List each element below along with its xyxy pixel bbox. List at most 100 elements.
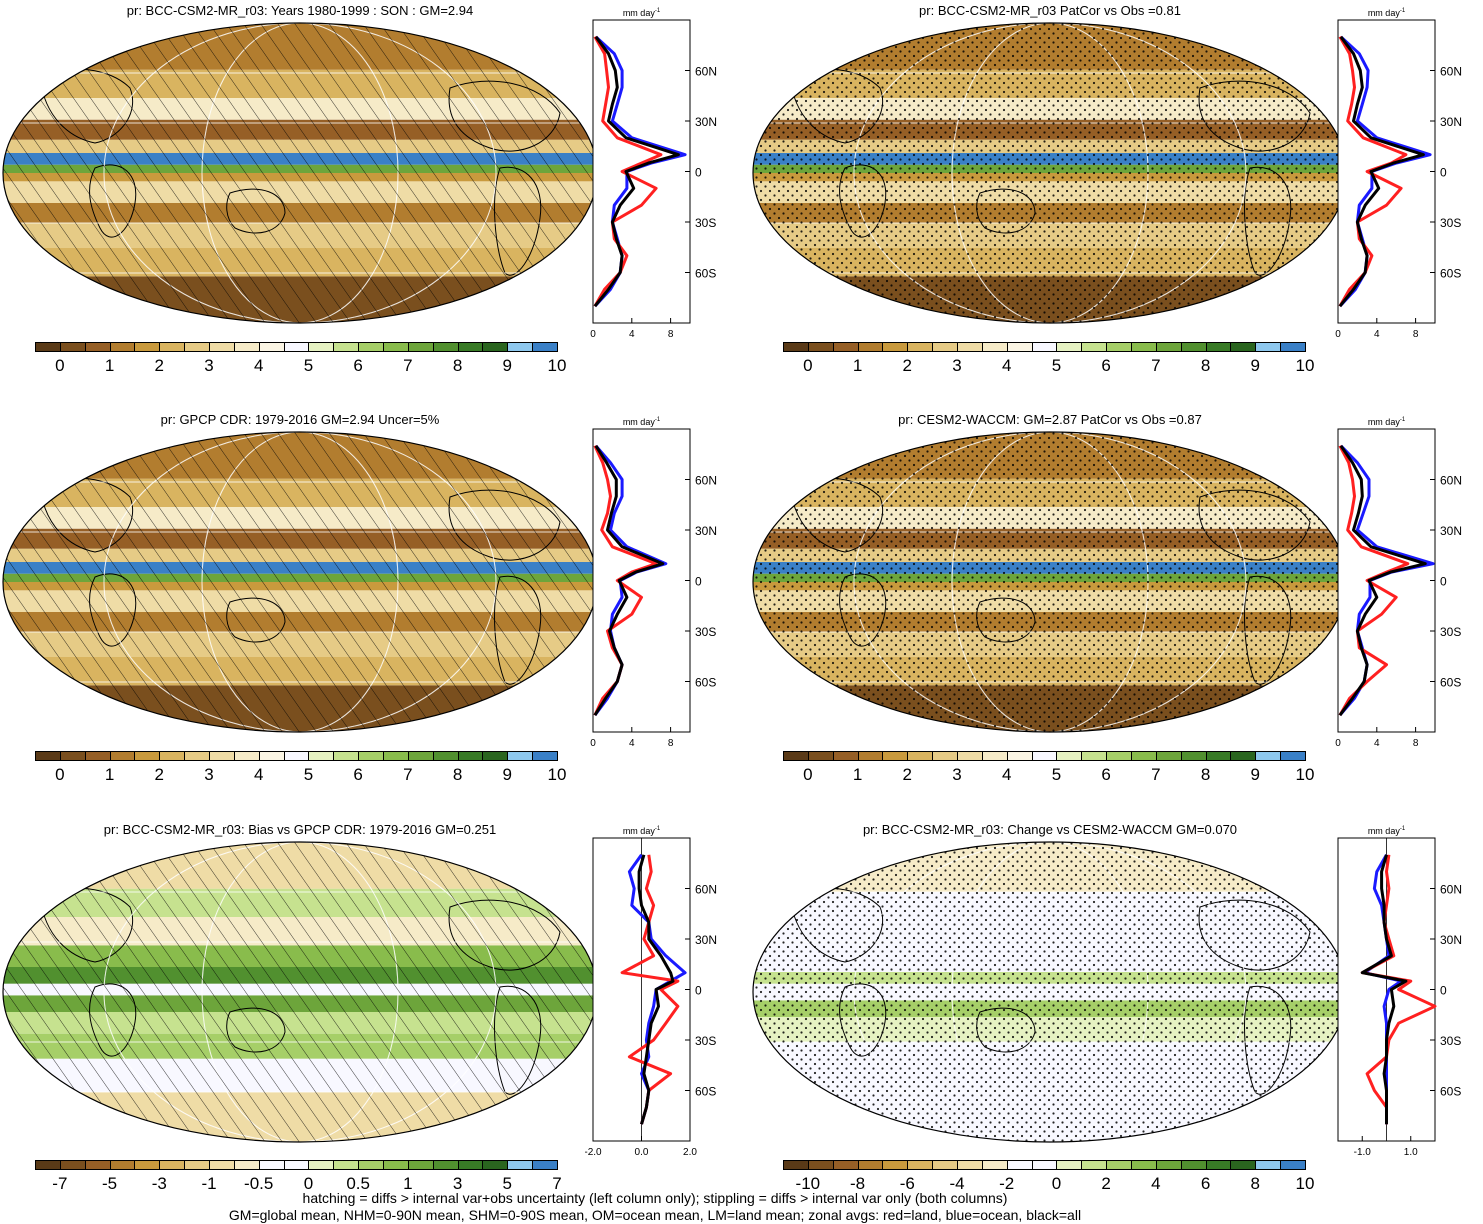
- colorbar-swatch: [857, 342, 884, 352]
- panel-title: pr: CESM2-WACCM: GM=2.87 PatCor vs Obs =…: [898, 412, 1202, 427]
- colorbar-swatch: [1031, 751, 1058, 761]
- colorbar-swatch: [832, 342, 859, 352]
- colorbar-label: -5: [102, 1174, 118, 1193]
- y-tick-label: 30N: [1440, 115, 1462, 129]
- colorbar-swatch: [134, 751, 161, 761]
- map-p2: [752, 22, 1348, 324]
- colorbar-swatch: [1205, 751, 1232, 761]
- colorbar-swatch: [1180, 342, 1207, 352]
- units-label: mm day-1: [623, 8, 661, 18]
- zonal-series-all: [1338, 444, 1427, 717]
- colorbar-label: 3: [952, 765, 962, 784]
- hatching-overlay: [3, 432, 597, 732]
- colorbar-swatch: [84, 751, 111, 761]
- x-tick-label: 1.0: [1404, 1147, 1418, 1158]
- zonal-frame: [1337, 19, 1436, 324]
- colorbar-swatch: [482, 342, 509, 352]
- colorbar-swatch: [432, 751, 459, 761]
- y-tick-label: 60N: [695, 883, 717, 897]
- colorbar-label: 10: [547, 356, 567, 375]
- colorbar-swatch: [333, 751, 360, 761]
- units-label: mm day-1: [1368, 826, 1406, 836]
- colorbar-label: 5: [1051, 765, 1062, 784]
- colorbar-label: 4: [1001, 765, 1012, 784]
- colorbar-swatch: [308, 1160, 335, 1170]
- colorbar-label: 2: [154, 356, 165, 375]
- y-tick-label: 60S: [695, 1085, 716, 1099]
- colorbar-swatch: [457, 751, 484, 761]
- zonal-series-all: [637, 854, 675, 1125]
- colorbar-swatch: [981, 1160, 1008, 1170]
- colorbar-swatch: [109, 1160, 136, 1170]
- colorbar-swatch: [383, 342, 409, 352]
- x-tick-label: 8: [1413, 329, 1419, 340]
- colorbar-swatch: [233, 342, 260, 352]
- colorbar-p6: -10 -8 -6 -4 -2 0 2 4 6 8 10: [783, 1160, 1314, 1198]
- y-tick-label: 30S: [695, 1034, 716, 1048]
- panel-title: pr: BCC-CSM2-MR_r03 PatCor vs Obs =0.81: [919, 3, 1181, 18]
- colorbar-label: 8: [452, 356, 463, 375]
- colorbar-swatch: [134, 342, 161, 352]
- colorbar-swatch: [258, 1160, 285, 1170]
- colorbar-swatch: [932, 1160, 958, 1170]
- colorbar-swatch: [84, 1160, 111, 1170]
- colorbar-swatch: [532, 751, 558, 761]
- colorbar-swatch: [59, 1160, 86, 1170]
- y-tick-label: 30N: [695, 933, 717, 947]
- colorbar-swatch: [333, 342, 360, 352]
- colorbar-swatch: [407, 342, 434, 352]
- colorbar-label: 0.5: [346, 1174, 370, 1193]
- colorbar-p1: 0 1 2 3 4 5 6 7 8 9 10: [35, 342, 566, 380]
- colorbar-swatch: [209, 751, 235, 761]
- colorbar-swatch: [432, 1160, 459, 1170]
- stippling-overlay: [753, 23, 1347, 323]
- y-tick-label: 60N: [695, 65, 717, 79]
- colorbar-swatch: [882, 751, 909, 761]
- colorbar-swatch: [59, 751, 86, 761]
- colorbar-swatch: [1106, 1160, 1132, 1170]
- zonal-p2: mm day-1 60N 30N 0 30S 60S 0 4 8: [1335, 8, 1462, 340]
- colorbar-swatch: [832, 751, 859, 761]
- colorbar-label: -1: [201, 1174, 217, 1193]
- y-tick-label: 30N: [695, 524, 717, 538]
- colorbar-swatch: [209, 342, 235, 352]
- colorbar-p4: 0 1 2 3 4 5 6 7 8 9 10: [783, 751, 1314, 789]
- colorbar-swatch: [35, 342, 61, 352]
- zonal-series-all: [593, 35, 680, 308]
- colorbar-swatch: [932, 751, 958, 761]
- colorbar-swatch: [358, 1160, 384, 1170]
- y-tick-label: 0: [1440, 984, 1447, 998]
- y-tick-label: 60N: [1440, 65, 1462, 79]
- colorbar-swatch: [333, 1160, 360, 1170]
- colorbar-swatch: [233, 1160, 260, 1170]
- colorbar-swatch: [957, 342, 983, 352]
- colorbar-label: 8: [1250, 1174, 1261, 1193]
- colorbar-label: 9: [502, 356, 513, 375]
- map-p1: [2, 22, 598, 324]
- units-label: mm day-1: [623, 417, 661, 427]
- colorbar-label: 9: [1250, 765, 1261, 784]
- colorbar-swatch: [1280, 751, 1306, 761]
- colorbar-swatch: [308, 751, 335, 761]
- colorbar-swatch: [1280, 342, 1306, 352]
- zonal-series-land: [1360, 854, 1437, 1125]
- colorbar-swatch: [832, 1160, 859, 1170]
- colorbar-swatch: [209, 1160, 235, 1170]
- colorbar-swatch: [807, 342, 834, 352]
- colorbar-label: 7: [403, 765, 413, 784]
- zonal-p5: mm day-1 60N 30N 0 30S 60S -2.0 0.0 2.0: [585, 826, 717, 1158]
- y-tick-label: 0: [695, 575, 702, 589]
- zonal-series-all: [593, 444, 665, 717]
- colorbar-swatch: [1205, 1160, 1232, 1170]
- footnote-line-1: hatching = diffs > internal var+obs unce…: [302, 1190, 1008, 1206]
- y-tick-label: 60S: [1440, 676, 1461, 690]
- colorbar-label: 7: [1151, 356, 1161, 375]
- colorbar-swatch: [507, 342, 534, 352]
- colorbar-swatch: [1131, 342, 1157, 352]
- colorbar-swatch: [783, 1160, 809, 1170]
- colorbar-label: 0: [803, 356, 813, 375]
- colorbar-label: 2: [1101, 1174, 1111, 1193]
- colorbar-swatch: [109, 751, 136, 761]
- colorbar-swatch: [358, 342, 384, 352]
- colorbar-swatch: [932, 342, 958, 352]
